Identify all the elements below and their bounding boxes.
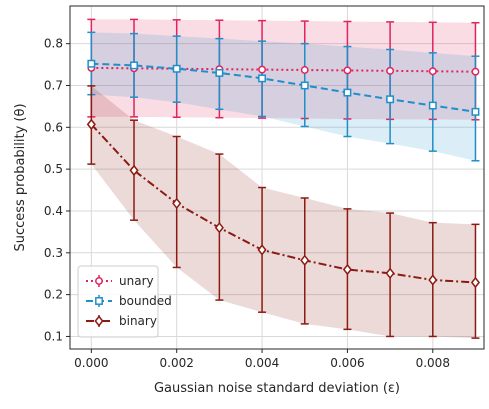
marker-bounded-4 bbox=[258, 74, 267, 83]
marker-unary-6 bbox=[343, 66, 352, 75]
marker-binary-3 bbox=[214, 221, 224, 234]
marker-bounded-2 bbox=[172, 64, 181, 73]
marker-binary-9 bbox=[470, 276, 481, 289]
y-tick-label-0: 0.1 bbox=[44, 329, 63, 343]
plot-frame bbox=[69, 5, 485, 350]
marker-unary-9 bbox=[471, 67, 480, 76]
marker-bounded-8 bbox=[428, 101, 437, 110]
marker-bounded-0 bbox=[87, 59, 96, 68]
y-tick-label-5: 0.6 bbox=[44, 120, 63, 134]
x-axis-label: Gaussian noise standard deviation (ε) bbox=[154, 381, 400, 396]
marker-bounded-3 bbox=[215, 68, 224, 77]
marker-bounded-1 bbox=[130, 61, 138, 70]
error-bands bbox=[91, 19, 476, 339]
y-tick-label-3: 0.4 bbox=[44, 204, 63, 218]
legend-marker-binary bbox=[94, 315, 104, 327]
x-tick-label-0: 0.000 bbox=[74, 356, 108, 370]
y-tick-label-7: 0.8 bbox=[44, 37, 63, 51]
y-tick-label-1: 0.2 bbox=[44, 288, 63, 302]
y-axis-label: Success probability (θ) bbox=[13, 103, 28, 251]
marker-unary-7 bbox=[386, 66, 395, 75]
series-line-binary bbox=[90, 123, 476, 284]
x-tick-label-1: 0.002 bbox=[160, 356, 194, 370]
y-tick-label-6: 0.7 bbox=[44, 78, 63, 92]
x-axis-ticks: 0.000 0.002 0.004 0.006 0.008 bbox=[74, 349, 450, 370]
series-markers bbox=[86, 59, 481, 289]
marker-binary-6 bbox=[342, 263, 352, 276]
legend-label-unary: unary bbox=[119, 274, 154, 288]
marker-binary-0 bbox=[86, 118, 96, 131]
legend-marker-bounded bbox=[95, 297, 103, 305]
marker-binary-8 bbox=[428, 274, 438, 286]
legend-label-bounded: bounded bbox=[119, 294, 172, 308]
legend: unary bounded binary bbox=[77, 265, 172, 338]
marker-unary-4 bbox=[258, 65, 267, 74]
legend-label-binary: binary bbox=[119, 314, 157, 328]
marker-bounded-5 bbox=[300, 81, 309, 90]
marker-binary-7 bbox=[385, 267, 395, 279]
marker-unary-5 bbox=[300, 66, 309, 74]
marker-binary-4 bbox=[257, 244, 267, 256]
x-tick-label-2: 0.004 bbox=[245, 356, 279, 370]
y-axis-ticks: 0.1 0.2 0.3 0.4 0.5 0.6 0.7 0.8 bbox=[44, 37, 70, 343]
marker-bounded-7 bbox=[386, 95, 395, 104]
marker-binary-1 bbox=[129, 164, 139, 177]
x-tick-label-3: 0.006 bbox=[330, 356, 364, 370]
marker-unary-8 bbox=[428, 67, 437, 76]
band-binary bbox=[91, 85, 476, 339]
band-bounded bbox=[91, 32, 476, 161]
marker-binary-2 bbox=[172, 197, 182, 210]
series-lines bbox=[90, 62, 476, 284]
series-line-unary bbox=[91, 66, 476, 73]
marker-bounded-6 bbox=[343, 88, 352, 97]
legend-marker-unary bbox=[95, 277, 103, 285]
y-tick-label-2: 0.3 bbox=[44, 246, 63, 260]
y-tick-label-4: 0.5 bbox=[44, 162, 63, 176]
marker-bounded-9 bbox=[471, 107, 480, 116]
marker-binary-5 bbox=[300, 254, 310, 267]
x-tick-label-4: 0.008 bbox=[416, 356, 450, 370]
series-line-bounded bbox=[91, 62, 476, 113]
band-unary bbox=[91, 19, 476, 120]
